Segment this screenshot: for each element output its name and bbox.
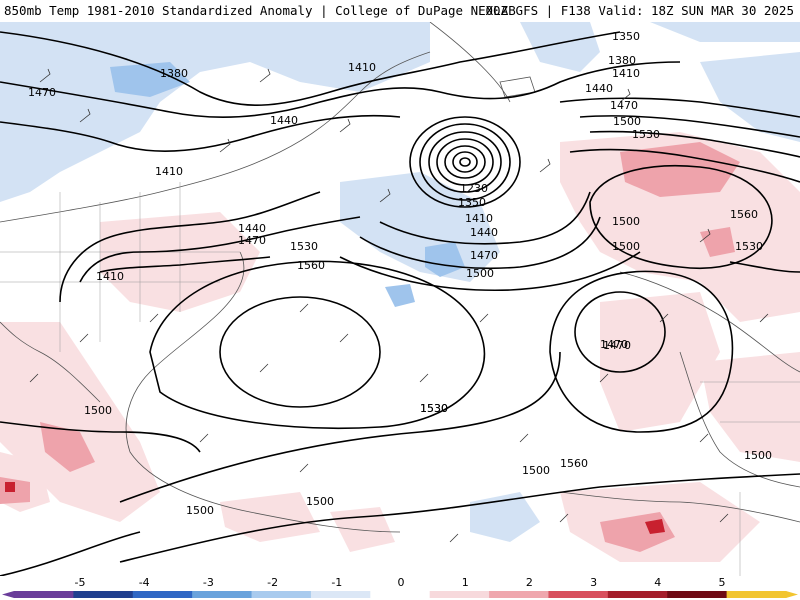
contour-label-1470-ne: 1470 [610,99,638,112]
colorbar-band [429,591,490,598]
contour-label-1440-ne: 1440 [585,82,613,95]
contour-label-1470-high: 1470 [603,339,631,352]
colorbar-band [370,591,431,598]
contour-label-1440-n: 1440 [270,114,298,127]
warm-anomaly-fill-max [5,482,665,534]
contour-label-1530-s2: 1530 [420,402,448,415]
colorbar-tick-label: -4 [139,576,150,589]
colorbar-band [14,591,74,598]
contour-label-1380-nw: 1380 [160,67,188,80]
contour-label-1500-carib2: 1500 [306,495,334,508]
colorbar-tick-label: -3 [203,576,214,589]
warm-anomaly-fill [0,132,800,562]
colorbar-band [667,591,728,598]
contour-label-1470-low: 1470 [470,249,498,262]
contour-label-1410-trough: 1410 [155,165,183,178]
contour-label-1470-w: 1470 [28,86,56,99]
warm-anomaly-fill-strong [0,142,740,552]
anomaly-map: 1350 1380 1410 1440 1470 1500 1530 1560 … [0,22,800,576]
colorbar-band [607,591,668,598]
contour-labels: 1350 1380 1410 1440 1470 1500 1530 1560 … [28,30,772,517]
model-run-label: 00Z GFS | F138 Valid: 18Z SUN MAR 30 202… [485,3,794,18]
colorbar-band [192,591,253,598]
contour-label-1410-w: 1410 [96,270,124,283]
political-borders [0,182,800,576]
contour-label-1560-e: 1560 [730,208,758,221]
map-header: 850mb Temp 1981-2010 Standardized Anomal… [0,0,800,22]
contour-label-1380-ne: 1380 [608,54,636,67]
contour-label-1350-ne: 1350 [612,30,640,43]
contour-label-1500-e2: 1500 [612,215,640,228]
map-title: 850mb Temp 1981-2010 Standardized Anomal… [4,3,516,18]
colorbar-band [73,591,134,598]
contour-label-1440-trough: 1440 [238,222,266,235]
contour-label-1470-trough: 1470 [238,234,266,247]
contour-label-1560-s: 1560 [560,457,588,470]
contour-label-1440-low: 1440 [470,226,498,239]
colorbar-tick-label: 2 [526,576,533,589]
contour-label-1500-carib: 1500 [186,504,214,517]
colorbar-min-arrow [2,591,14,598]
contour-label-1350-low: 1350 [458,196,486,209]
colorbar-tick-label: 5 [719,576,726,589]
contour-label-1500-africa: 1500 [744,449,772,462]
colorbar-band [251,591,312,598]
contour-label-1500-e: 1500 [612,240,640,253]
colorbar: -5 -4 -3 -2 -1 0 1 2 3 4 5 [0,576,800,600]
contour-label-1500-ne: 1500 [613,115,641,128]
contour-label-1230-low: 1230 [460,182,488,195]
contour-label-1500-s: 1500 [522,464,550,477]
colorbar-tick-label: 4 [654,576,661,589]
contour-label-1530-w: 1530 [290,240,318,253]
contour-label-1500-gulf: 1500 [84,404,112,417]
colorbar-tick-label: -5 [75,576,86,589]
contour-label-1470-e: 1470 [600,338,628,351]
coastlines [0,22,800,533]
contour-label-1560-w: 1560 [297,259,325,272]
colorbar-tick-label: 0 [398,576,405,589]
colorbar-band [548,591,609,598]
contour-label-1500-low: 1500 [466,267,494,280]
contour-label-1530-ne: 1530 [632,128,660,141]
colorbar-band [489,591,549,598]
colorbar-tick-label: 1 [462,576,469,589]
colorbar-max-arrow [786,591,798,598]
height-contours [0,31,800,576]
colorbar-band [310,591,371,598]
colorbar-canvas: -5 -4 -3 -2 -1 0 1 2 3 4 5 [2,576,798,598]
colorbar-band [726,591,787,598]
contour-label-1530-s: 1530 [420,402,448,415]
colorbar-band [132,591,193,598]
contour-label-1410-n: 1410 [348,61,376,74]
colorbar-tick-label: 3 [590,576,597,589]
wind-barbs [29,68,769,543]
map-canvas: 1350 1380 1410 1440 1470 1500 1530 1560 … [0,22,800,576]
contour-label-1410-ne: 1410 [612,67,640,80]
contour-label-1410-low: 1410 [465,212,493,225]
colorbar-tick-label: -2 [267,576,278,589]
colorbar-tick-label: -1 [331,576,342,589]
cold-anomaly-fill-strong [110,62,465,307]
contour-label-1530-e: 1530 [735,240,763,253]
